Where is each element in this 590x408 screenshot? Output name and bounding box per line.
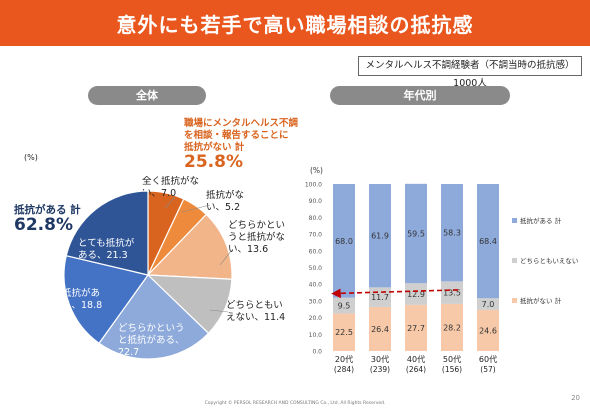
bar-value-label: 13.5 (443, 289, 461, 298)
bar-value-label: 9.5 (338, 301, 351, 310)
bar-segment (477, 309, 499, 351)
x-category-count: (57) (480, 365, 495, 374)
bar-value-label: 24.6 (479, 326, 497, 335)
pie-slice (65, 190, 149, 276)
bar-y-unit: (%) (310, 166, 323, 175)
x-category-count: (264) (406, 365, 426, 374)
bar-segment (441, 184, 463, 282)
x-category-label: 40代 (407, 354, 425, 364)
y-tick-label: 0.0 (312, 349, 322, 356)
y-tick-label: 20.0 (309, 315, 323, 322)
page-title: 意外にも若手で高い職場相談の抵抗感 (116, 12, 474, 37)
bar-value-label: 22.5 (335, 328, 353, 337)
pie-leader-line (209, 309, 229, 313)
bar-value-label: 58.3 (443, 229, 461, 238)
bar-value-label: 27.7 (407, 324, 425, 333)
pie-chart: 全く抵抗がない、7.0 抵抗がない、5.2 どちらかというと抵抗がない、13.6 どち… (62, 176, 286, 360)
pie-leader-line (219, 249, 233, 266)
x-category-label: 50代 (443, 354, 461, 364)
title-bar: 意外にも若手で高い職場相談の抵抗感 (0, 0, 590, 46)
bar-segment (477, 298, 499, 310)
pie-unit-label: (%) (24, 153, 38, 162)
header-overall: 全体 (88, 86, 206, 105)
pie-slice-label: 抵抗がある、18.8 (62, 288, 103, 311)
y-tick-label: 40.0 (309, 282, 323, 289)
sample-note: メンタルヘルス不調経験者（不調当時の抵抗感）1000人 (358, 56, 582, 89)
bar-segment (333, 297, 355, 314)
bar-value-label: 28.2 (443, 323, 461, 332)
trend-arrow (331, 288, 459, 299)
pie-leader-line (181, 204, 211, 213)
x-category-count: (284) (334, 365, 354, 374)
bar-value-label: 7.0 (482, 300, 495, 309)
y-tick-label: 70.0 (309, 232, 323, 239)
no-resist-note: 職場にメンタルヘルス不調 を相談・報告することに 抵抗がない 計 (184, 118, 298, 154)
legend-swatch (512, 258, 517, 263)
pie-slice (63, 254, 150, 345)
bar-segment (369, 184, 391, 288)
bar-segment (333, 184, 355, 298)
y-tick-label: 30.0 (309, 298, 323, 305)
x-category-count: (156) (442, 365, 462, 374)
pie-slice-label: どちらかというと抵抗がある、22.7 (118, 323, 185, 358)
x-category-label: 30代 (371, 354, 389, 364)
legend-swatch (512, 218, 517, 223)
bar-value-label: 68.0 (335, 237, 353, 246)
resist-total-value: 62.8% (14, 215, 73, 235)
pie-slice (146, 213, 233, 280)
pie-leader-line (164, 196, 176, 209)
header-by-age: 年代別 (330, 86, 510, 105)
bar-segment (477, 184, 499, 299)
pie-slice-label: どちらかというと抵抗がない、13.6 (228, 220, 286, 255)
legend-label: 抵抗がない 計 (520, 296, 562, 305)
no-resist-note-line3: 抵抗がない 計 (184, 142, 245, 153)
bar-segment (441, 303, 463, 351)
bar-value-label: 26.4 (371, 325, 389, 334)
legend-label: 抵抗がある 計 (520, 216, 562, 225)
no-resist-total-value: 25.8% (184, 152, 243, 172)
stacked-bar-chart: (%) 0.0 10.0 20.0 30.0 40.0 50.0 60.0 70.0 80.0 90… (305, 166, 579, 374)
x-category-label: 20代 (335, 354, 353, 364)
bar-value-label: 12.9 (407, 290, 425, 299)
y-tick-label: 60.0 (309, 248, 323, 255)
y-tick-label: 50.0 (309, 265, 323, 272)
pie-slice-label: とても抵抗がある、21.3 (78, 238, 135, 261)
bar-segment (369, 306, 391, 351)
pie-slice-label: 抵抗がない、5.2 (206, 190, 245, 213)
bar-segment (405, 283, 427, 305)
no-resist-note-line2: を相談・報告することに (184, 130, 289, 141)
legend-label: どちらともいえない (520, 257, 578, 265)
pie-slice-label: どちらともいえない、11.4 (226, 300, 286, 323)
bar-segment (441, 281, 463, 304)
y-tick-label: 80.0 (309, 215, 323, 222)
copyright: Copyright © PERSOL RESEARCH AND CONSULTI… (204, 401, 386, 406)
bar-segment (405, 304, 427, 351)
x-category-count: (239) (370, 365, 390, 374)
bar-value-label: 11.7 (371, 293, 389, 302)
bar-value-label: 59.5 (407, 230, 425, 239)
resist-total-label: 抵抗がある 計 (14, 204, 81, 216)
x-category-label: 60代 (479, 354, 497, 364)
y-tick-label: 100.0 (305, 182, 322, 189)
legend-swatch (512, 298, 517, 303)
bar-value-label: 61.9 (371, 232, 389, 241)
y-tick-label: 90.0 (309, 198, 323, 205)
pie-slice-label: 全く抵抗がない、7.0 (142, 176, 200, 199)
bar-segment (405, 183, 427, 284)
y-tick-label: 10.0 (309, 332, 323, 339)
bar-value-label: 68.4 (479, 237, 497, 246)
page-number: 20 (571, 394, 580, 402)
bar-segment (333, 313, 355, 351)
no-resist-note-line1: 職場にメンタルヘルス不調 (184, 118, 299, 129)
pie-slice (98, 274, 210, 360)
